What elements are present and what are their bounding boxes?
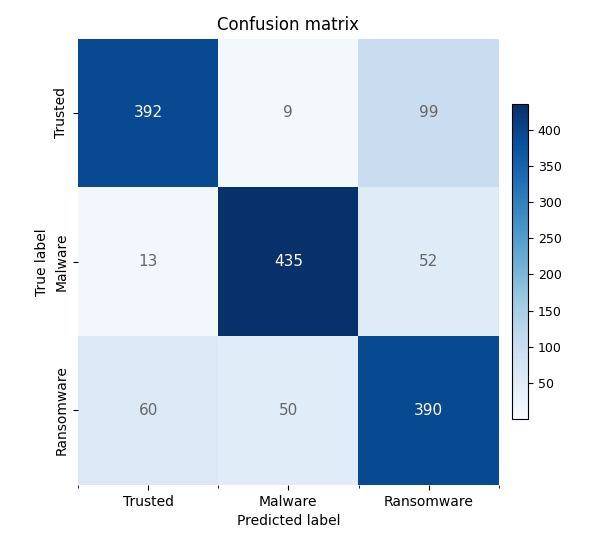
Text: 50: 50 (279, 403, 298, 418)
Title: Confusion matrix: Confusion matrix (217, 16, 359, 34)
Text: 99: 99 (419, 105, 439, 121)
Text: 52: 52 (419, 254, 438, 269)
Text: 392: 392 (134, 105, 163, 121)
Text: 390: 390 (414, 403, 443, 418)
Text: 60: 60 (139, 403, 158, 418)
X-axis label: Predicted label: Predicted label (236, 514, 340, 528)
Text: 13: 13 (139, 254, 158, 269)
Text: 435: 435 (274, 254, 303, 269)
Y-axis label: True label: True label (35, 228, 49, 295)
Text: 9: 9 (284, 105, 293, 121)
